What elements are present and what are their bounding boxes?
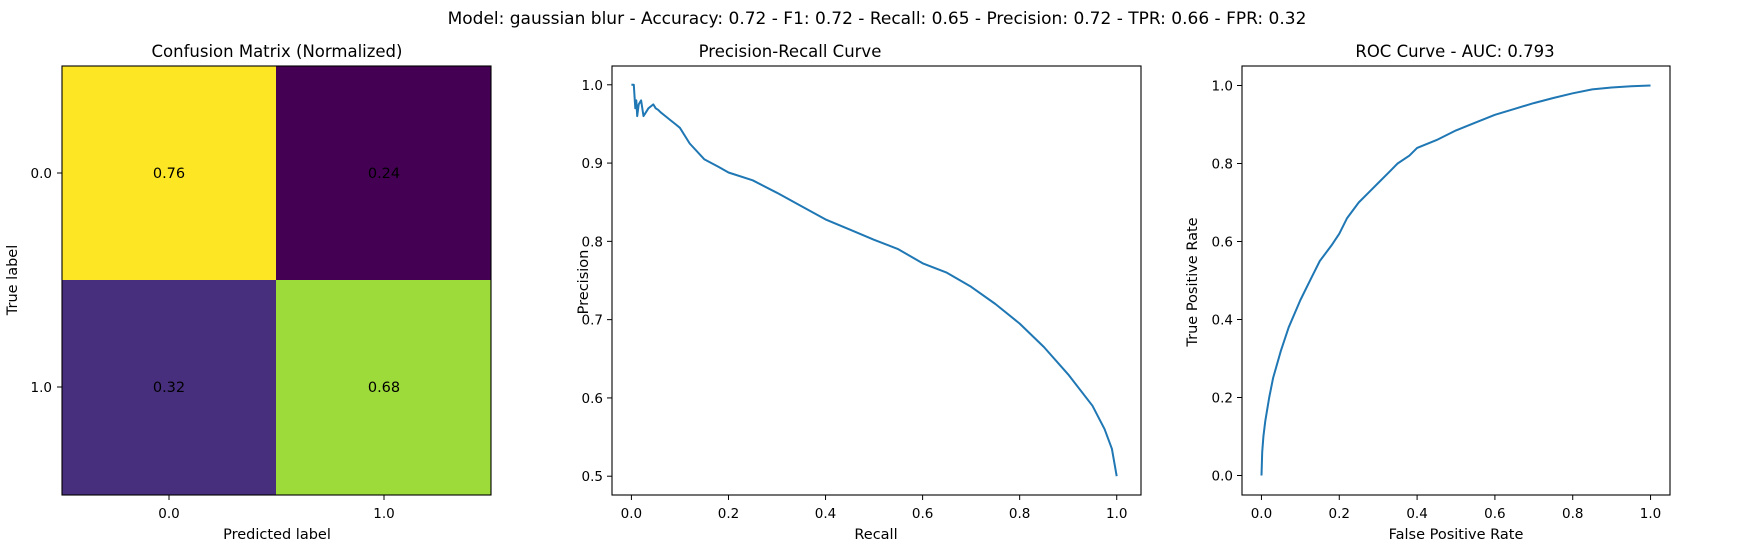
y-tick-label: 0.0 xyxy=(1212,469,1233,485)
y-tick-label: 0.6 xyxy=(582,391,603,407)
x-tick-label: 0.2 xyxy=(718,506,739,522)
confusion-matrix-frame xyxy=(61,65,492,496)
y-tick-label: 1.0 xyxy=(582,78,603,94)
pr-ticks: 0.0 0.2 0.4 0.6 0.8 1.0 0.5 0.6 0.7 0.8 0.9 1.0 xyxy=(582,78,1128,522)
roc-curve xyxy=(1260,84,1651,476)
precision-recall-panel: Precision-Recall Curve 0.0 0.2 0.4 0.6 0.8 1.… xyxy=(576,42,1142,543)
figure-suptitle: Model: gaussian blur - Accuracy: 0.72 - … xyxy=(448,9,1307,29)
x-tick-label: 0.0 xyxy=(1251,506,1272,522)
y-tick-label: 0.4 xyxy=(1212,313,1233,329)
y-tick-label: 0.2 xyxy=(1212,391,1233,407)
y-tick-label: 0.8 xyxy=(1212,157,1233,173)
x-tick-label: 1.0 xyxy=(1640,506,1661,522)
y-tick-label: 0.6 xyxy=(1212,235,1233,251)
x-tick-label: 1.0 xyxy=(1106,506,1127,522)
x-tick-label: 0.8 xyxy=(1009,506,1030,522)
roc-frame xyxy=(1241,65,1671,496)
x-tick-label: 0.0 xyxy=(621,506,642,522)
y-axis-label: True label xyxy=(5,245,21,316)
y-axis-label: Precision xyxy=(576,250,592,315)
roc-panel: ROC Curve - AUC: 0.793 0.0 0.2 0.4 0.6 0.8 1.… xyxy=(1185,42,1671,543)
confusion-matrix-value: 0.68 xyxy=(368,380,400,396)
pr-curve xyxy=(631,83,1118,477)
x-axis-label: Recall xyxy=(854,527,897,543)
pr-frame xyxy=(611,65,1142,496)
y-axis-label: True Positive Rate xyxy=(1185,217,1201,347)
x-tick-label: 1.0 xyxy=(373,506,394,522)
confusion-matrix-cells xyxy=(62,66,491,495)
pr-title: Precision-Recall Curve xyxy=(699,42,882,61)
y-tick-label: 0.7 xyxy=(582,313,603,329)
x-tick-label: 0.4 xyxy=(1406,506,1427,522)
x-axis-label: False Positive Rate xyxy=(1389,527,1524,543)
confusion-matrix-title: Confusion Matrix (Normalized) xyxy=(152,42,403,61)
x-tick-label: 0.6 xyxy=(912,506,933,522)
x-tick-label: 0.6 xyxy=(1484,506,1505,522)
roc-title: ROC Curve - AUC: 0.793 xyxy=(1355,42,1554,61)
roc-ticks: 0.0 0.2 0.4 0.6 0.8 1.0 0.0 0.2 0.4 0.6 0.8 1.0 xyxy=(1212,79,1662,523)
y-tick-label: 0.9 xyxy=(582,156,603,172)
y-tick-label: 1.0 xyxy=(1212,79,1233,95)
x-tick-label: 0.4 xyxy=(815,506,836,522)
y-tick-label: 1.0 xyxy=(31,380,52,396)
y-tick-label: 0.5 xyxy=(582,469,603,485)
x-tick-label: 0.8 xyxy=(1562,506,1583,522)
confusion-matrix-value: 0.76 xyxy=(153,166,185,182)
x-tick-label: 0.2 xyxy=(1329,506,1350,522)
confusion-matrix-cell xyxy=(62,66,276,280)
confusion-matrix-cell xyxy=(276,66,491,280)
y-tick-label: 0.0 xyxy=(31,166,52,182)
x-tick-label: 0.0 xyxy=(158,506,179,522)
confusion-matrix-cell xyxy=(276,280,491,495)
confusion-matrix-panel: Confusion Matrix (Normalized) 0.76 0.24 … xyxy=(5,42,492,543)
confusion-matrix-value: 0.24 xyxy=(368,166,400,182)
y-tick-label: 0.8 xyxy=(582,234,603,250)
confusion-matrix-value: 0.32 xyxy=(153,380,185,396)
confusion-matrix-cell xyxy=(62,280,276,495)
x-axis-label: Predicted label xyxy=(223,527,331,543)
